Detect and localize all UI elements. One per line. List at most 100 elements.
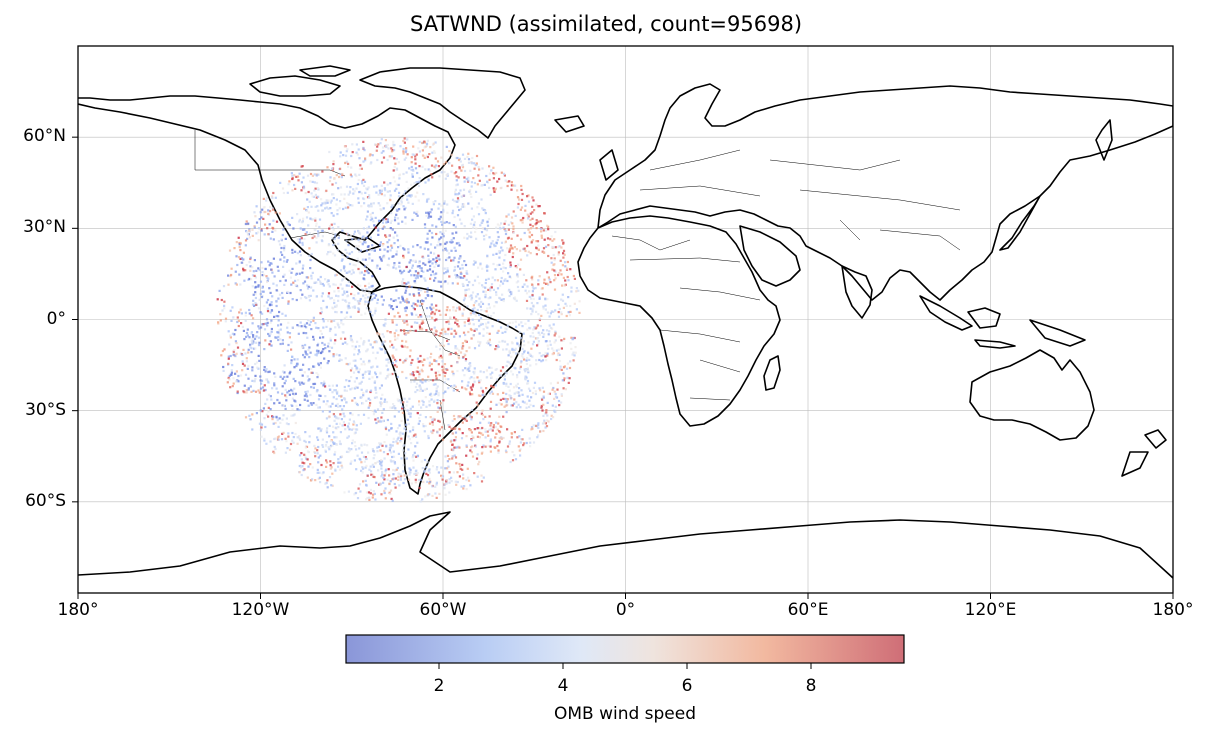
observation-point [478, 313, 481, 317]
observation-point [231, 306, 234, 309]
observation-point [414, 433, 417, 436]
observation-point [257, 336, 261, 339]
observation-point [337, 299, 340, 302]
observation-point [268, 343, 271, 346]
observation-point [419, 413, 422, 416]
observation-point [428, 361, 431, 364]
observation-point [453, 439, 456, 442]
observation-point [423, 458, 427, 462]
observation-point [356, 428, 359, 431]
observation-point [559, 368, 562, 371]
observation-point [275, 336, 278, 339]
observation-point [337, 417, 340, 420]
observation-point [410, 161, 413, 164]
observation-point [352, 297, 355, 300]
observation-point [376, 417, 379, 420]
observation-point [510, 355, 513, 358]
observation-point [425, 200, 429, 203]
observation-point [312, 402, 315, 405]
observation-point [296, 238, 299, 241]
observation-point [406, 195, 409, 198]
observation-point [280, 238, 283, 241]
observation-point [418, 417, 421, 420]
observation-point [253, 225, 256, 228]
observation-point [422, 270, 425, 273]
observation-point [393, 180, 397, 183]
observation-point [331, 306, 334, 309]
observation-point [266, 398, 269, 401]
observation-point [325, 206, 328, 209]
observation-point [308, 200, 311, 203]
observation-point [426, 232, 429, 235]
observation-point [440, 476, 443, 479]
observation-point [551, 327, 554, 330]
observation-point [496, 331, 499, 334]
observation-point [538, 296, 541, 299]
observation-point [315, 349, 319, 352]
observation-point [504, 278, 507, 281]
observation-point [371, 496, 374, 499]
observation-point [311, 218, 314, 221]
observation-point [378, 442, 381, 445]
observation-point [544, 422, 547, 425]
observation-point [513, 348, 516, 352]
observation-point [466, 180, 470, 183]
observation-point [238, 246, 241, 249]
observation-point [569, 360, 572, 363]
observation-point [380, 138, 383, 141]
observation-point [438, 373, 441, 377]
observation-point [456, 323, 459, 326]
observation-point [318, 471, 321, 474]
observation-point [510, 216, 514, 219]
observation-point [570, 347, 573, 350]
observation-point [377, 227, 380, 230]
observation-point [342, 405, 345, 408]
observation-point [339, 186, 343, 189]
observation-point [335, 311, 338, 314]
observation-point [362, 391, 365, 394]
observation-point [454, 431, 458, 434]
observation-point [404, 333, 407, 336]
observation-point [560, 298, 563, 301]
observation-point [442, 371, 445, 374]
observation-point [381, 473, 384, 476]
observation-point [471, 385, 474, 388]
observation-point [366, 474, 369, 477]
observation-point [429, 306, 432, 309]
observation-point [267, 370, 270, 374]
observation-point [522, 332, 525, 335]
observation-point [287, 300, 290, 303]
observation-point [343, 397, 346, 400]
observation-point [469, 192, 472, 196]
observation-point [252, 340, 255, 343]
observation-point [405, 332, 408, 335]
observation-point [407, 330, 410, 333]
observation-point [328, 227, 331, 230]
observation-point [353, 233, 356, 236]
observation-point [400, 474, 403, 478]
observation-point [312, 195, 315, 198]
observation-point [560, 393, 563, 396]
observation-point [481, 409, 484, 412]
observation-point [377, 469, 380, 472]
observation-point [553, 288, 557, 291]
observation-point [473, 260, 476, 263]
observation-point [283, 249, 286, 252]
observation-point [222, 365, 225, 369]
observation-point [349, 335, 353, 338]
observation-point [564, 279, 567, 282]
observation-point [464, 367, 467, 370]
observation-point [519, 238, 523, 241]
observation-point [541, 422, 545, 425]
observation-point [415, 370, 418, 373]
observation-point [261, 266, 264, 270]
observation-point [498, 441, 501, 444]
observation-point [492, 253, 495, 256]
observation-point [498, 297, 502, 300]
observation-point [498, 251, 501, 254]
observation-point [478, 381, 481, 384]
observation-point [371, 365, 374, 368]
observation-point [263, 368, 266, 371]
observation-point [323, 357, 326, 360]
observation-point [463, 387, 466, 390]
